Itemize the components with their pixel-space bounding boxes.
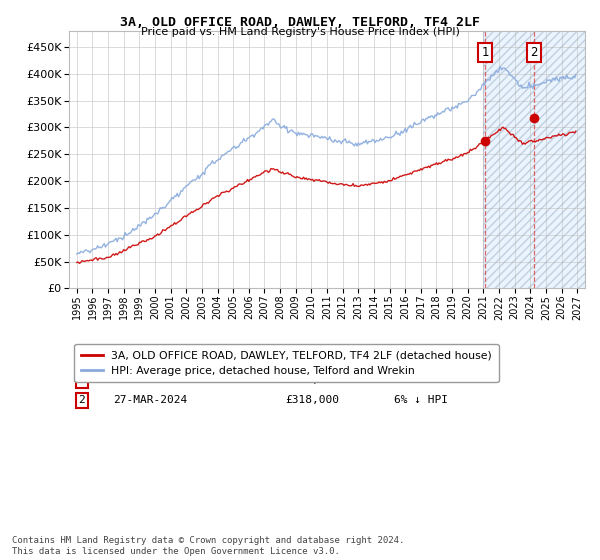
Text: 27-MAR-2024: 27-MAR-2024 (113, 395, 187, 405)
Text: 6% ↓ HPI: 6% ↓ HPI (394, 395, 448, 405)
Text: £275,000: £275,000 (286, 375, 340, 385)
Text: 2: 2 (530, 46, 538, 59)
Text: 3% ↓ HPI: 3% ↓ HPI (394, 375, 448, 385)
Text: 1: 1 (481, 46, 488, 59)
Text: 1: 1 (79, 375, 85, 385)
Text: 3A, OLD OFFICE ROAD, DAWLEY, TELFORD, TF4 2LF: 3A, OLD OFFICE ROAD, DAWLEY, TELFORD, TF… (120, 16, 480, 29)
Legend: 3A, OLD OFFICE ROAD, DAWLEY, TELFORD, TF4 2LF (detached house), HPI: Average pri: 3A, OLD OFFICE ROAD, DAWLEY, TELFORD, TF… (74, 344, 499, 382)
Text: Price paid vs. HM Land Registry's House Price Index (HPI): Price paid vs. HM Land Registry's House … (140, 27, 460, 37)
Text: Contains HM Land Registry data © Crown copyright and database right 2024.
This d: Contains HM Land Registry data © Crown c… (12, 536, 404, 556)
Text: 2: 2 (79, 395, 85, 405)
Bar (484, 31, 585, 288)
Text: £318,000: £318,000 (286, 395, 340, 405)
Bar (484, 31, 585, 288)
Text: 08-FEB-2021: 08-FEB-2021 (113, 375, 187, 385)
